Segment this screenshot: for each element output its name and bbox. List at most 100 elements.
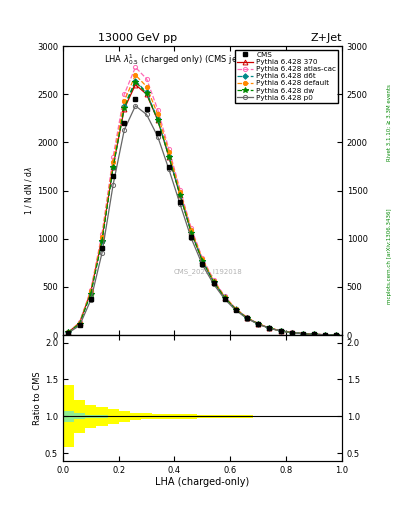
Legend: CMS, Pythia 6.428 370, Pythia 6.428 atlas-cac, Pythia 6.428 d6t, Pythia 6.428 de: CMS, Pythia 6.428 370, Pythia 6.428 atla… — [235, 50, 338, 103]
Pythia 6.428 default — [233, 306, 238, 312]
CMS — [189, 234, 194, 240]
Pythia 6.428 default — [144, 83, 149, 90]
Pythia 6.428 p0 — [111, 182, 116, 188]
CMS — [88, 295, 93, 302]
Pythia 6.428 d6t — [111, 163, 116, 169]
Pythia 6.428 dw — [245, 315, 250, 321]
Pythia 6.428 p0 — [278, 328, 283, 334]
Pythia 6.428 d6t — [88, 290, 93, 296]
Pythia 6.428 atlas-cac — [312, 331, 316, 337]
Pythia 6.428 dw — [222, 294, 227, 301]
Pythia 6.428 atlas-cac — [178, 186, 182, 193]
Pythia 6.428 dw — [66, 329, 71, 335]
Pythia 6.428 dw — [267, 325, 272, 331]
CMS — [301, 331, 305, 337]
Pythia 6.428 dw — [301, 331, 305, 337]
CMS — [99, 245, 104, 251]
Pythia 6.428 p0 — [189, 235, 194, 241]
Line: Pythia 6.428 default: Pythia 6.428 default — [66, 73, 338, 337]
Pythia 6.428 dw — [233, 307, 238, 313]
Pythia 6.428 dw — [189, 229, 194, 236]
Pythia 6.428 dw — [178, 192, 182, 198]
Pythia 6.428 d6t — [334, 332, 339, 338]
CMS — [323, 332, 327, 338]
CMS — [256, 321, 261, 327]
Pythia 6.428 default — [211, 278, 216, 284]
Pythia 6.428 default — [267, 325, 272, 331]
Text: Rivet 3.1.10; ≥ 3.3M events: Rivet 3.1.10; ≥ 3.3M events — [387, 84, 392, 161]
Pythia 6.428 370 — [99, 236, 104, 242]
Line: Pythia 6.428 p0: Pythia 6.428 p0 — [66, 104, 338, 337]
Pythia 6.428 dw — [111, 164, 116, 170]
CMS — [289, 330, 294, 336]
CMS — [278, 328, 283, 334]
Pythia 6.428 p0 — [144, 112, 149, 118]
Pythia 6.428 default — [245, 314, 250, 321]
CMS — [167, 163, 171, 169]
Pythia 6.428 d6t — [256, 321, 261, 327]
Pythia 6.428 d6t — [222, 294, 227, 301]
CMS — [200, 261, 205, 267]
Pythia 6.428 p0 — [99, 250, 104, 257]
Pythia 6.428 p0 — [155, 134, 160, 140]
Text: mcplots.cern.ch [arXiv:1306.3436]: mcplots.cern.ch [arXiv:1306.3436] — [387, 208, 392, 304]
Pythia 6.428 atlas-cac — [334, 332, 339, 338]
Pythia 6.428 dw — [200, 258, 205, 264]
Pythia 6.428 dw — [144, 90, 149, 96]
Pythia 6.428 atlas-cac — [77, 319, 82, 325]
CMS — [245, 315, 250, 322]
CMS — [233, 307, 238, 313]
Pythia 6.428 d6t — [189, 229, 194, 235]
Pythia 6.428 default — [312, 331, 316, 337]
Pythia 6.428 370 — [133, 81, 138, 88]
Pythia 6.428 370 — [189, 229, 194, 235]
Pythia 6.428 default — [200, 256, 205, 262]
Pythia 6.428 370 — [245, 315, 250, 321]
CMS — [312, 331, 316, 337]
Pythia 6.428 370 — [256, 321, 261, 327]
Pythia 6.428 default — [256, 321, 261, 327]
Pythia 6.428 dw — [312, 331, 316, 337]
Pythia 6.428 370 — [66, 329, 71, 335]
CMS — [144, 105, 149, 112]
Pythia 6.428 dw — [211, 279, 216, 285]
Line: Pythia 6.428 370: Pythia 6.428 370 — [66, 82, 339, 337]
Pythia 6.428 p0 — [289, 330, 294, 336]
Pythia 6.428 p0 — [312, 331, 316, 337]
Pythia 6.428 p0 — [178, 201, 182, 207]
Pythia 6.428 d6t — [167, 153, 171, 159]
Pythia 6.428 dw — [289, 330, 294, 336]
Pythia 6.428 p0 — [245, 315, 250, 322]
Pythia 6.428 370 — [122, 105, 127, 112]
Pythia 6.428 default — [133, 72, 138, 78]
Pythia 6.428 p0 — [222, 296, 227, 302]
Pythia 6.428 atlas-cac — [111, 154, 116, 160]
Pythia 6.428 default — [222, 294, 227, 300]
Pythia 6.428 atlas-cac — [155, 106, 160, 113]
Pythia 6.428 370 — [312, 331, 316, 337]
Pythia 6.428 p0 — [200, 262, 205, 268]
Pythia 6.428 default — [278, 328, 283, 334]
Pythia 6.428 d6t — [122, 103, 127, 109]
Pythia 6.428 d6t — [289, 329, 294, 335]
Pythia 6.428 d6t — [200, 258, 205, 264]
Pythia 6.428 atlas-cac — [323, 332, 327, 338]
Pythia 6.428 370 — [178, 193, 182, 199]
CMS — [267, 325, 272, 331]
CMS — [155, 130, 160, 136]
Pythia 6.428 370 — [222, 294, 227, 301]
Pythia 6.428 p0 — [167, 166, 171, 173]
Pythia 6.428 atlas-cac — [189, 225, 194, 231]
Pythia 6.428 default — [66, 329, 71, 335]
Pythia 6.428 d6t — [245, 315, 250, 321]
Pythia 6.428 370 — [233, 306, 238, 312]
Pythia 6.428 p0 — [66, 330, 71, 336]
Pythia 6.428 default — [111, 159, 116, 165]
Pythia 6.428 atlas-cac — [267, 325, 272, 331]
Pythia 6.428 370 — [267, 325, 272, 331]
Pythia 6.428 370 — [167, 154, 171, 160]
Pythia 6.428 p0 — [267, 325, 272, 331]
Y-axis label: Ratio to CMS: Ratio to CMS — [33, 371, 42, 425]
Pythia 6.428 d6t — [66, 329, 71, 335]
Pythia 6.428 370 — [278, 328, 283, 334]
